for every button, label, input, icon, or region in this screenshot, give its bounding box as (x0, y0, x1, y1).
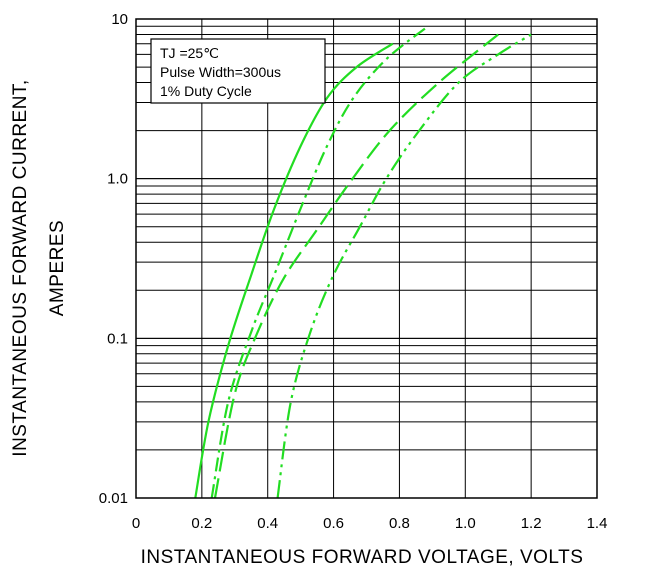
x-tick-label-1: 0.2 (191, 515, 212, 532)
y-tick-label-1: 0.1 (107, 330, 128, 347)
x-tick-label-2: 0.4 (257, 515, 278, 532)
x-tick-label-6: 1.2 (521, 515, 542, 532)
y-axis-title-line-2: AMPERES (47, 220, 68, 316)
series-line-1 (194, 42, 394, 499)
y-tick-label-3: 10 (111, 11, 128, 28)
legend-line-2: Pulse Width=300us (160, 64, 281, 80)
y-axis-title-line-1: INSTANTANEOUS FORWARD CURRENT, (10, 79, 31, 456)
x-tick-labels: 0 0.2 0.4 0.6 0.8 1.0 1.2 1.4 (132, 515, 608, 532)
x-axis-title: INSTANTANEOUS FORWARD VOLTAGE, VOLTS (141, 547, 584, 568)
legend-line-3: 1% Duty Cycle (160, 83, 252, 99)
legend: TJ =25℃ Pulse Width=300us 1% Duty Cycle (150, 38, 326, 104)
y-tick-labels: 0.01 0.1 1.0 10 (99, 11, 128, 507)
curves (194, 27, 532, 499)
x-tick-label-7: 1.4 (587, 515, 608, 532)
plot-frame (135, 18, 598, 499)
x-tick-label-3: 0.6 (323, 515, 344, 532)
legend-box (150, 38, 326, 104)
x-tick-label-4: 0.8 (389, 515, 410, 532)
legend-line-1: TJ =25℃ (160, 45, 219, 61)
series-line-2 (210, 27, 427, 499)
series-line-4 (276, 33, 532, 499)
x-tick-label-0: 0 (132, 515, 140, 532)
y-tick-label-2: 1.0 (107, 171, 128, 188)
x-tick-label-5: 1.0 (455, 515, 476, 532)
y-tick-label-0: 0.01 (99, 490, 128, 507)
series-line-3 (213, 33, 499, 499)
